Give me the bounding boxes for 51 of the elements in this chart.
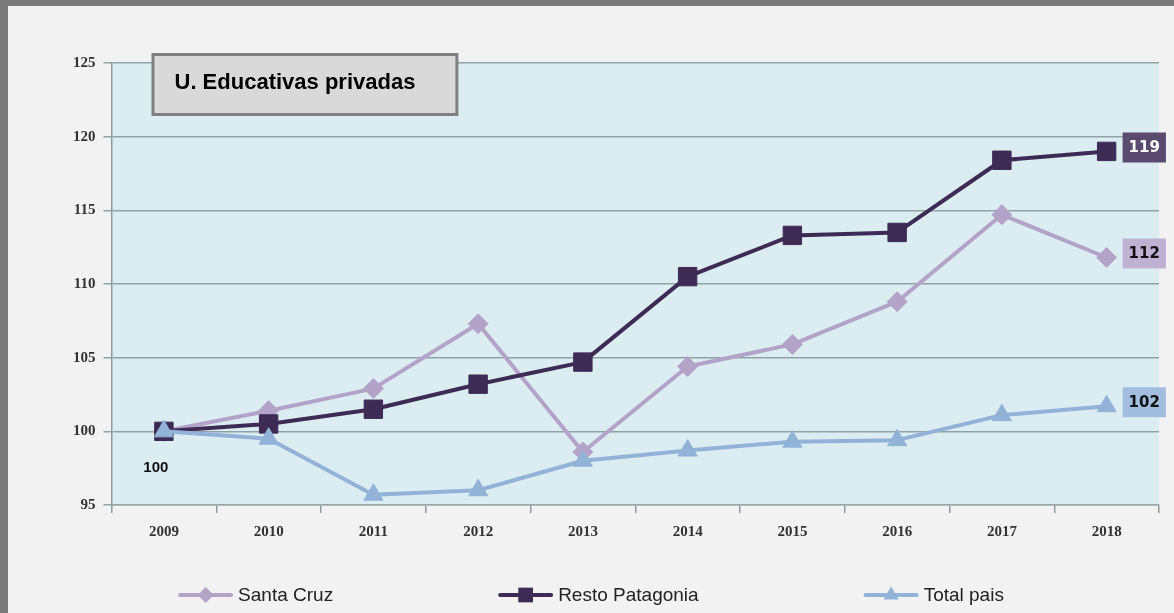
y-tick-label: 110	[73, 274, 96, 291]
point	[468, 478, 489, 497]
point	[991, 204, 1013, 226]
point	[887, 428, 908, 447]
point	[363, 399, 384, 419]
data-label: 102	[1128, 393, 1160, 412]
annotation: 100	[143, 458, 169, 476]
y-tick-label: 115	[73, 201, 96, 218]
point	[781, 333, 803, 355]
y-tick-label: 120	[73, 127, 96, 144]
x-tick-label: 2014	[672, 522, 704, 539]
point	[1096, 246, 1118, 268]
x-tick-label: 2015	[777, 522, 808, 539]
y-tick-label: 125	[73, 53, 96, 70]
point	[258, 414, 279, 434]
point	[886, 291, 908, 313]
point	[258, 427, 279, 445]
x-tick-label: 2018	[1091, 522, 1122, 539]
point	[362, 378, 384, 400]
point	[363, 483, 384, 501]
point	[782, 225, 803, 246]
x-tick-label: 2009	[148, 522, 179, 539]
point	[887, 222, 907, 243]
y-tick-label: 95	[80, 495, 96, 512]
legend-label: Santa Cruz	[238, 584, 334, 606]
point	[677, 438, 698, 457]
point	[1096, 394, 1117, 413]
point	[572, 449, 593, 467]
chart-title: U. Educativas privadas	[174, 68, 416, 94]
data-label: 119	[1128, 138, 1160, 157]
point	[467, 313, 489, 335]
point	[992, 150, 1012, 170]
legend-label: Total pais	[923, 584, 1004, 606]
point	[1096, 141, 1117, 162]
x-tick-label: 2011	[358, 522, 388, 539]
legend-label: Resto Patagonia	[558, 584, 700, 606]
point	[153, 419, 174, 438]
data-label: 112	[1128, 244, 1160, 263]
point	[573, 352, 593, 372]
x-tick-label: 2010	[253, 522, 284, 539]
x-tick-label: 2017	[986, 522, 1018, 539]
point	[677, 356, 699, 378]
x-tick-label: 2016	[882, 522, 913, 539]
x-tick-label: 2013	[567, 522, 598, 539]
point	[991, 403, 1012, 422]
point	[468, 374, 488, 394]
y-tick-label: 100	[73, 422, 96, 439]
point	[677, 266, 698, 287]
point	[782, 430, 803, 448]
y-tick-label: 105	[73, 348, 96, 365]
x-tick-label: 2012	[463, 522, 494, 539]
